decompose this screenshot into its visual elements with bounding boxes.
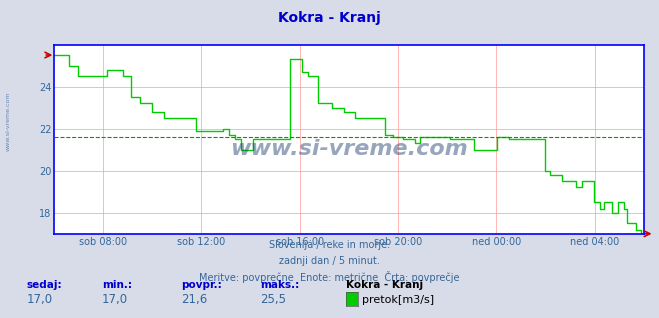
Text: Kokra - Kranj: Kokra - Kranj [278, 11, 381, 25]
Text: Kokra - Kranj: Kokra - Kranj [346, 280, 423, 290]
Text: Meritve: povprečne  Enote: metrične  Črta: povprečje: Meritve: povprečne Enote: metrične Črta:… [199, 271, 460, 283]
Text: www.si-vreme.com: www.si-vreme.com [5, 91, 11, 151]
Text: 21,6: 21,6 [181, 293, 208, 306]
Text: maks.:: maks.: [260, 280, 300, 290]
Text: 17,0: 17,0 [102, 293, 129, 306]
Text: 17,0: 17,0 [26, 293, 53, 306]
Text: www.si-vreme.com: www.si-vreme.com [230, 139, 468, 159]
Text: zadnji dan / 5 minut.: zadnji dan / 5 minut. [279, 256, 380, 266]
Text: Slovenija / reke in morje.: Slovenija / reke in morje. [269, 240, 390, 250]
Text: povpr.:: povpr.: [181, 280, 222, 290]
Text: pretok[m3/s]: pretok[m3/s] [362, 295, 434, 305]
Text: min.:: min.: [102, 280, 132, 290]
Text: sedaj:: sedaj: [26, 280, 62, 290]
Text: 25,5: 25,5 [260, 293, 286, 306]
